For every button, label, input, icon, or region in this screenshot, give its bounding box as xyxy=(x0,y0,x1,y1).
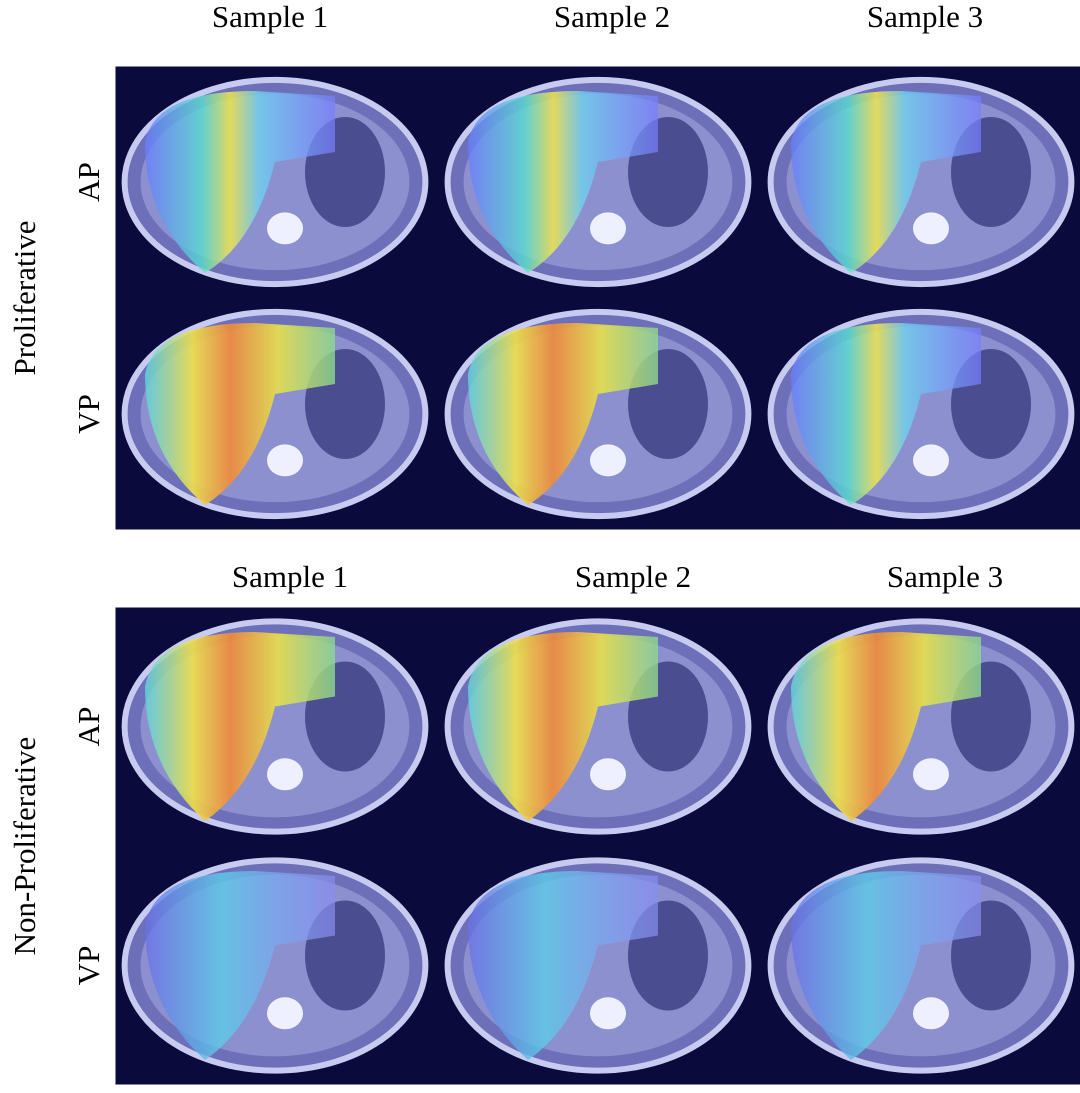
column-header: Sample 2 xyxy=(575,559,691,594)
spine xyxy=(590,997,626,1030)
liver-heatmap xyxy=(145,91,335,273)
image-grid xyxy=(114,65,1080,1086)
column-header: Sample 2 xyxy=(554,0,670,34)
spine xyxy=(913,758,949,791)
spine xyxy=(590,444,626,477)
liver-heatmap xyxy=(791,91,981,273)
spine xyxy=(590,212,626,245)
labels: Proliferative Sample 1 Sample 2 Sample 3 AP V… xyxy=(7,0,1003,985)
liver-heatmap xyxy=(145,632,335,821)
liver-heatmap xyxy=(145,323,335,505)
spine xyxy=(267,212,303,245)
liver-heatmap xyxy=(791,323,981,505)
liver-heatmap xyxy=(468,871,658,1060)
spine xyxy=(590,758,626,791)
liver-heatmap xyxy=(468,323,658,505)
liver-heatmap xyxy=(791,871,981,1060)
spine xyxy=(913,997,949,1030)
liver-heatmap xyxy=(468,632,658,821)
spine xyxy=(913,444,949,477)
block-border xyxy=(114,606,1080,1086)
row-label: VP xyxy=(71,394,106,434)
block-border xyxy=(114,65,1080,531)
spine xyxy=(267,758,303,791)
liver-heatmap xyxy=(145,871,335,1060)
row-label: AP xyxy=(71,162,106,202)
column-header: Sample 3 xyxy=(867,0,983,34)
column-header: Sample 1 xyxy=(232,559,348,594)
liver-heatmap xyxy=(791,632,981,821)
liver-heatmap xyxy=(468,91,658,273)
spine xyxy=(267,997,303,1030)
column-header: Sample 1 xyxy=(212,0,328,34)
spine xyxy=(913,212,949,245)
spine xyxy=(267,444,303,477)
row-label: AP xyxy=(71,707,106,747)
group-label: Non-Proliferative xyxy=(7,737,42,956)
row-label: VP xyxy=(71,946,106,986)
group-label: Proliferative xyxy=(7,221,42,376)
column-header: Sample 3 xyxy=(887,559,1003,594)
